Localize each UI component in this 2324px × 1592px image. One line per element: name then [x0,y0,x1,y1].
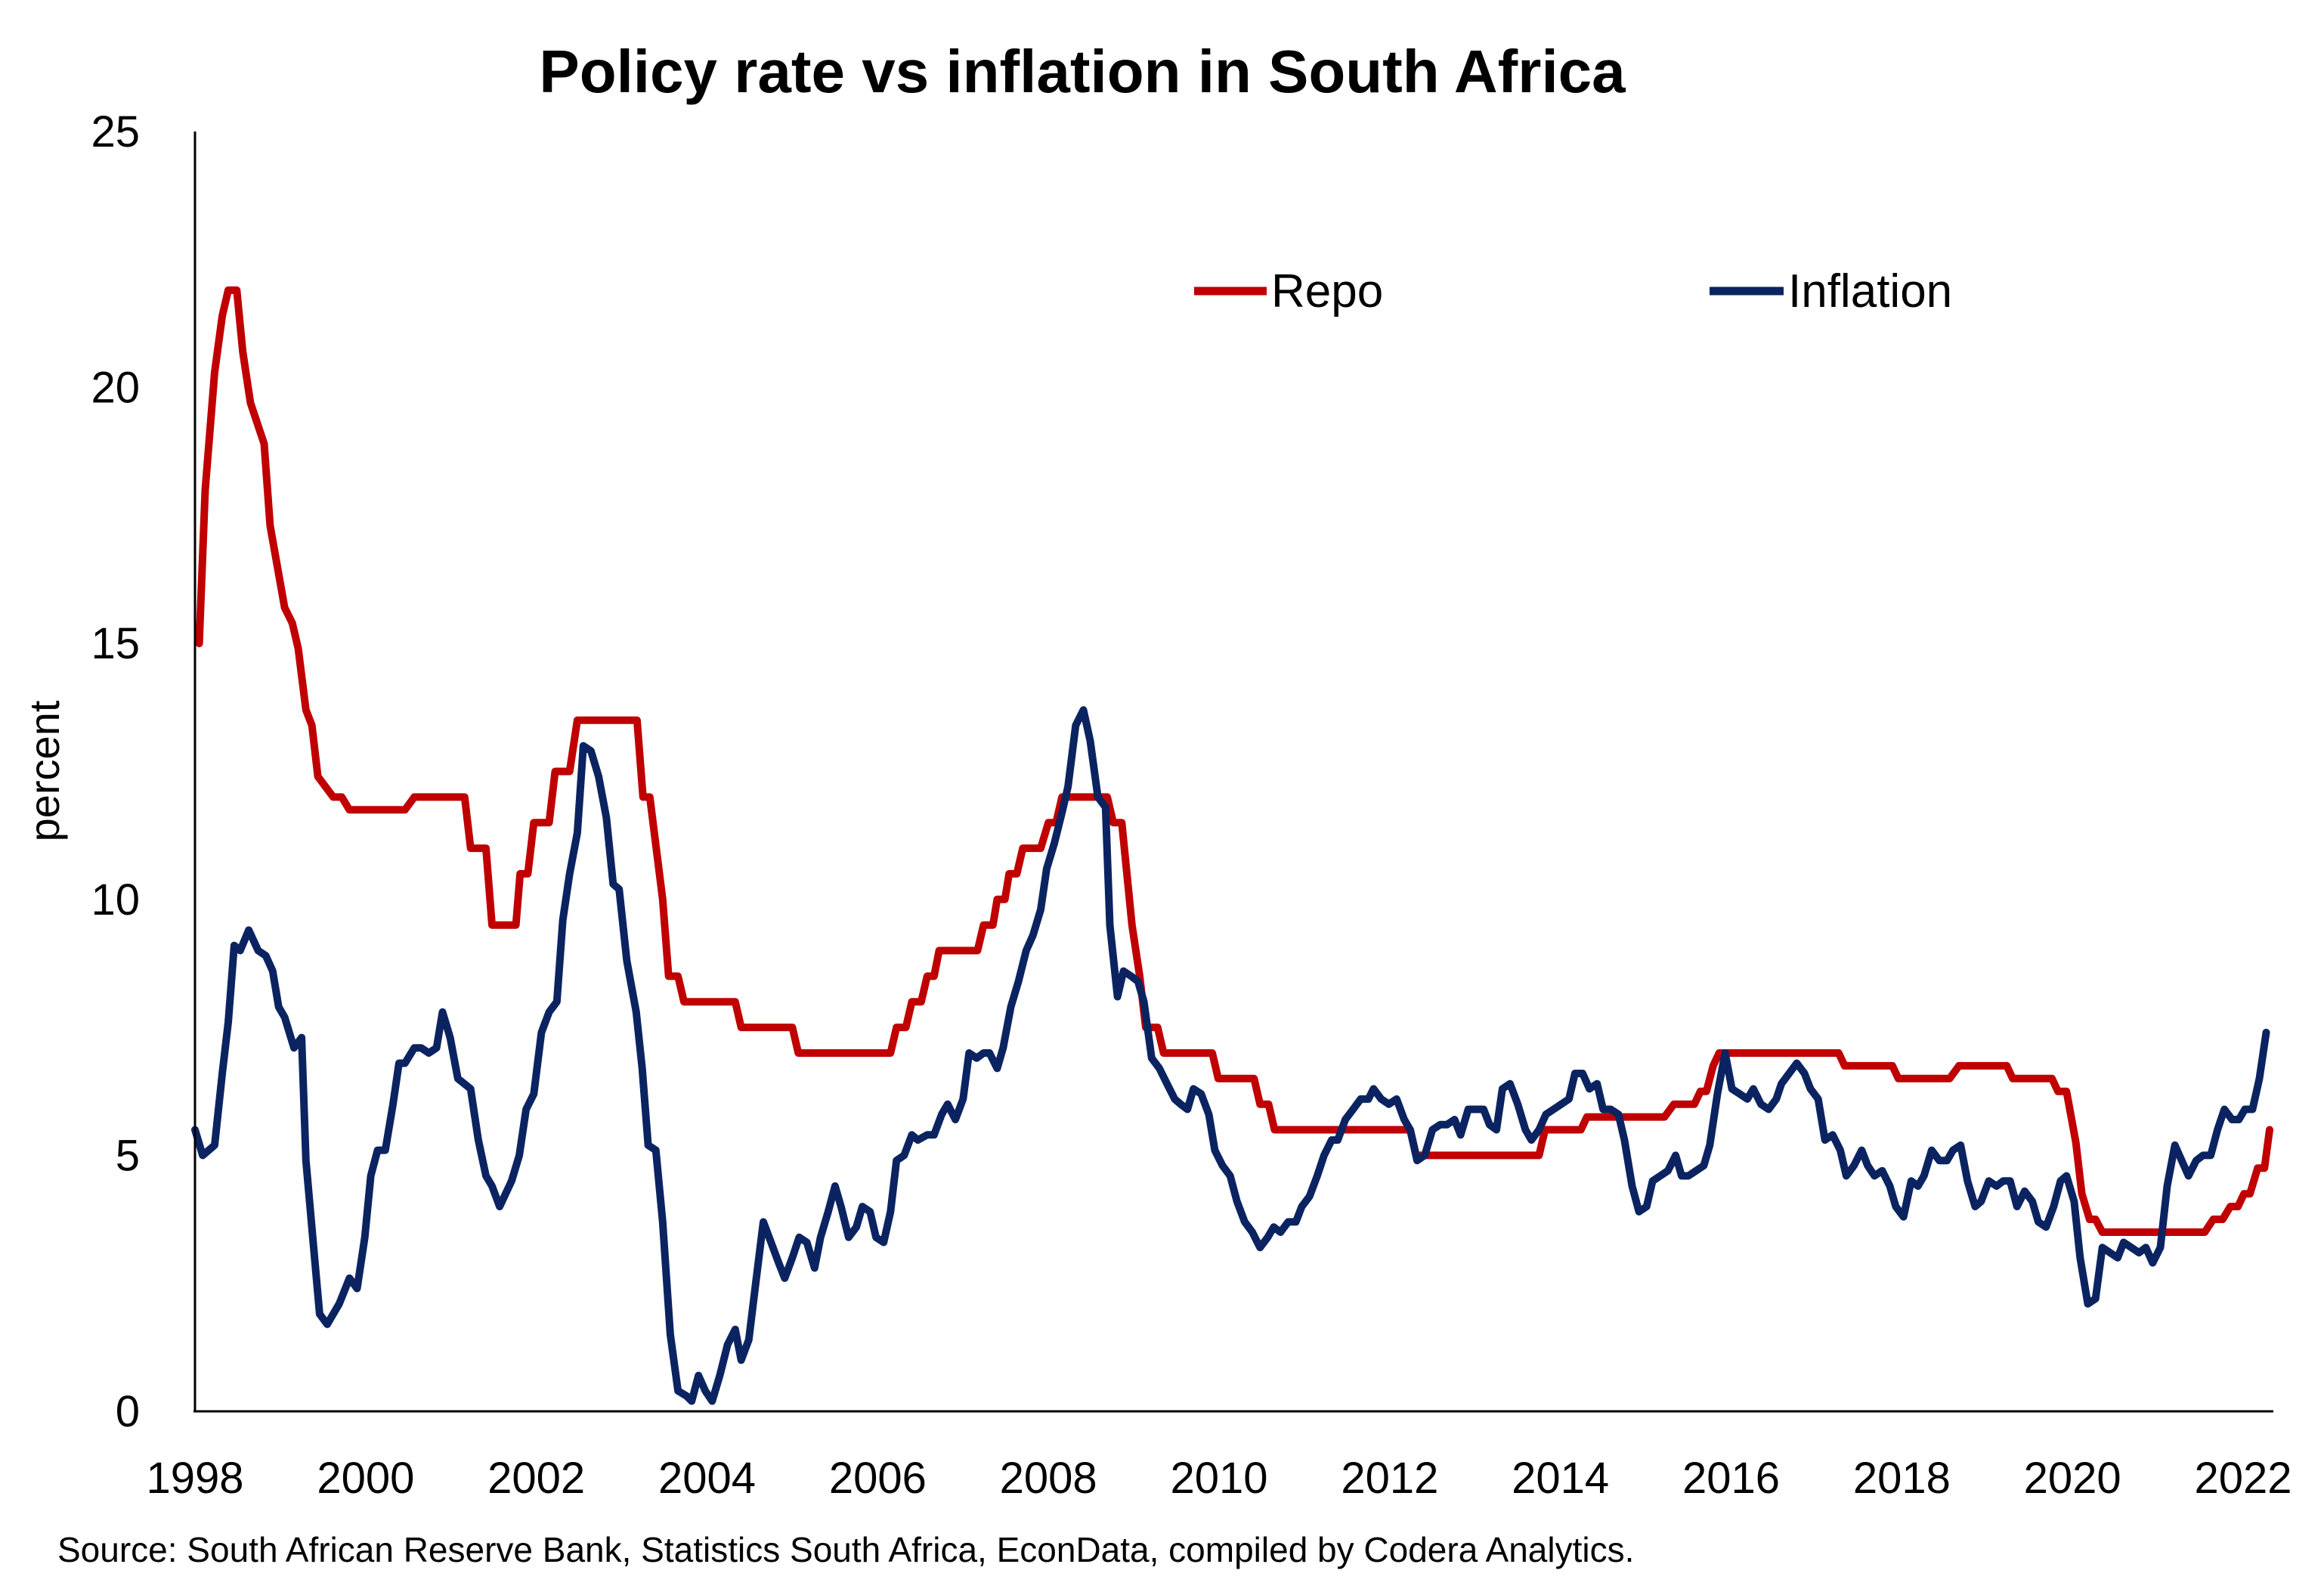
series-lines [191,286,2273,1405]
series-line-inflation [191,706,2270,1405]
x-axis-ticks: 1998 2000 2002 2004 2006 2008 2010 2012 2014 2016… [146,1454,2292,1503]
x-tick-label: 2012 [1341,1454,1438,1503]
series-line-repo [195,286,2273,1236]
x-tick-label: 2010 [1170,1454,1267,1503]
legend-label-repo: Repo [1271,265,1383,317]
x-tick-label: 2000 [317,1454,414,1503]
y-tick-label: 25 [91,107,140,156]
y-tick-label: 0 [116,1387,140,1436]
y-tick-label: 10 [91,875,140,925]
x-tick-label: 1998 [146,1454,243,1503]
x-tick-label: 2008 [1000,1454,1097,1503]
source-note: Source: South African Reserve Bank, Stat… [57,1530,1634,1569]
x-tick-label: 2018 [1853,1454,1951,1503]
x-tick-label: 2014 [1512,1454,1609,1503]
chart-title: Policy rate vs inflation in South Africa [539,38,1626,105]
y-tick-label: 20 [91,364,140,413]
y-tick-label: 5 [116,1131,140,1180]
x-tick-label: 2020 [2024,1454,2121,1503]
y-axis-label: percent [20,700,68,841]
legend-label-inflation: Inflation [1788,265,1952,317]
x-tick-label: 2016 [1682,1454,1780,1503]
x-tick-label: 2004 [658,1454,756,1503]
x-tick-label: 2022 [2194,1454,2292,1503]
x-tick-label: 2002 [487,1454,585,1503]
x-tick-label: 2006 [829,1454,927,1503]
y-tick-label: 15 [91,619,140,668]
legend: Repo Inflation [1194,265,1952,317]
y-axis-ticks: 0 5 10 15 20 25 [91,107,140,1436]
